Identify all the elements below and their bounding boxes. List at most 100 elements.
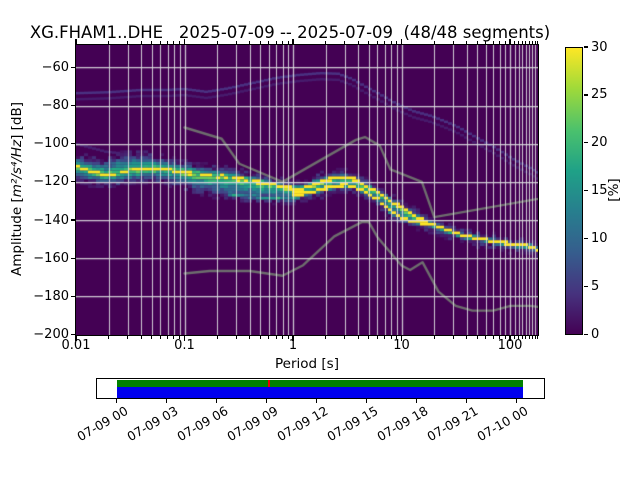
x-minor-tick-top bbox=[268, 41, 270, 44]
x-minor-tick bbox=[368, 335, 370, 339]
y-tick-label: −140 bbox=[33, 212, 69, 228]
x-tick-label: 1 bbox=[288, 338, 298, 353]
timeline-tick bbox=[516, 399, 518, 403]
x-tick-label: 10 bbox=[393, 338, 410, 353]
x-minor-tick bbox=[521, 335, 523, 339]
y-tick-label: −200 bbox=[33, 327, 69, 342]
x-major-tick-top bbox=[509, 39, 511, 44]
x-minor-tick bbox=[499, 335, 501, 339]
y-tick-label: −180 bbox=[33, 288, 69, 304]
x-axis-label: Period [s] bbox=[275, 356, 339, 372]
ppsd-heatmap-canvas bbox=[76, 45, 538, 335]
x-major-tick-top bbox=[292, 39, 294, 44]
x-minor-tick bbox=[514, 335, 516, 339]
x-minor-tick bbox=[344, 335, 346, 339]
x-minor-tick-top bbox=[492, 41, 494, 44]
x-minor-tick-top bbox=[466, 41, 468, 44]
x-minor-tick-top bbox=[151, 41, 153, 44]
x-minor-tick-top bbox=[433, 41, 435, 44]
x-minor-tick bbox=[518, 335, 520, 339]
x-minor-tick bbox=[282, 335, 283, 339]
x-minor-tick bbox=[268, 335, 270, 339]
x-minor-tick bbox=[433, 335, 435, 339]
x-tick-label: 0.01 bbox=[61, 338, 91, 353]
timeline-tick bbox=[366, 399, 368, 403]
x-minor-tick bbox=[537, 335, 539, 339]
x-minor-tick-top bbox=[357, 41, 359, 44]
x-minor-tick bbox=[108, 335, 110, 339]
x-minor-tick-top bbox=[282, 41, 283, 44]
x-minor-tick bbox=[216, 335, 218, 339]
x-minor-tick-top bbox=[528, 41, 530, 44]
y-tick bbox=[70, 219, 76, 221]
x-minor-tick bbox=[531, 335, 533, 339]
x-tick-label: 0.1 bbox=[174, 338, 195, 353]
x-major-tick-top bbox=[183, 39, 186, 44]
colorbar-tick-label: 0 bbox=[591, 327, 600, 342]
x-minor-tick-top bbox=[537, 41, 539, 44]
y-tick bbox=[70, 104, 76, 107]
colorbar-tick bbox=[583, 94, 588, 96]
x-major-tick bbox=[400, 335, 403, 341]
x-minor-tick bbox=[376, 335, 378, 339]
x-minor-tick bbox=[466, 335, 468, 339]
x-minor-tick-top bbox=[525, 41, 527, 44]
colorbar-tick-label: 15 bbox=[591, 183, 608, 199]
colorbar-tick bbox=[583, 190, 588, 192]
y-tick bbox=[70, 333, 76, 336]
colorbar bbox=[565, 47, 583, 335]
x-minor-tick bbox=[325, 335, 327, 339]
x-minor-tick bbox=[534, 335, 536, 339]
x-minor-tick bbox=[167, 335, 169, 339]
y-tick bbox=[70, 66, 76, 68]
x-minor-tick-top bbox=[127, 41, 129, 44]
x-minor-tick-top bbox=[521, 41, 523, 44]
x-minor-tick bbox=[396, 335, 398, 339]
x-minor-tick-top bbox=[216, 41, 218, 44]
x-minor-tick-top bbox=[249, 41, 251, 44]
colorbar-tick-label: 5 bbox=[591, 279, 600, 295]
x-minor-tick bbox=[140, 335, 142, 339]
colorbar-tick-label: 10 bbox=[591, 231, 608, 247]
x-minor-tick-top bbox=[534, 41, 536, 44]
x-minor-tick-top bbox=[259, 41, 261, 44]
colorbar-tick bbox=[583, 142, 588, 144]
x-minor-tick bbox=[528, 335, 530, 339]
x-minor-tick bbox=[159, 335, 161, 339]
timeline-tick bbox=[466, 399, 468, 403]
x-major-tick bbox=[509, 335, 511, 341]
x-minor-tick-top bbox=[287, 41, 289, 44]
x-minor-tick bbox=[151, 335, 153, 339]
timeline-processed-bar bbox=[116, 380, 524, 387]
colorbar-tick bbox=[583, 238, 588, 240]
x-minor-tick-top bbox=[108, 41, 110, 44]
x-minor-tick bbox=[127, 335, 129, 339]
x-minor-tick bbox=[179, 335, 181, 339]
x-minor-tick-top bbox=[384, 41, 386, 44]
x-minor-tick bbox=[384, 335, 386, 339]
x-minor-tick-top bbox=[518, 41, 520, 44]
x-minor-tick-top bbox=[504, 41, 506, 44]
y-tick-label: −120 bbox=[33, 174, 69, 190]
x-minor-tick bbox=[504, 335, 506, 339]
x-minor-tick bbox=[173, 335, 175, 339]
x-minor-tick bbox=[249, 335, 251, 339]
x-minor-tick bbox=[275, 335, 277, 339]
x-minor-tick-top bbox=[275, 41, 277, 44]
x-major-tick-top bbox=[400, 39, 403, 44]
y-tick bbox=[70, 257, 76, 259]
timeline-tick bbox=[116, 399, 118, 403]
x-minor-tick bbox=[390, 335, 392, 339]
timeline-tick bbox=[416, 399, 418, 403]
timeline-tick bbox=[266, 399, 268, 403]
x-minor-tick-top bbox=[140, 41, 142, 44]
colorbar-tick-label: 25 bbox=[591, 87, 608, 103]
x-minor-tick-top bbox=[167, 41, 169, 44]
timeline-tick bbox=[166, 399, 168, 403]
x-major-tick bbox=[183, 335, 186, 341]
x-minor-tick bbox=[476, 335, 478, 339]
colorbar-tick bbox=[583, 46, 588, 48]
timeline-tick bbox=[316, 399, 318, 403]
x-minor-tick-top bbox=[179, 41, 181, 44]
